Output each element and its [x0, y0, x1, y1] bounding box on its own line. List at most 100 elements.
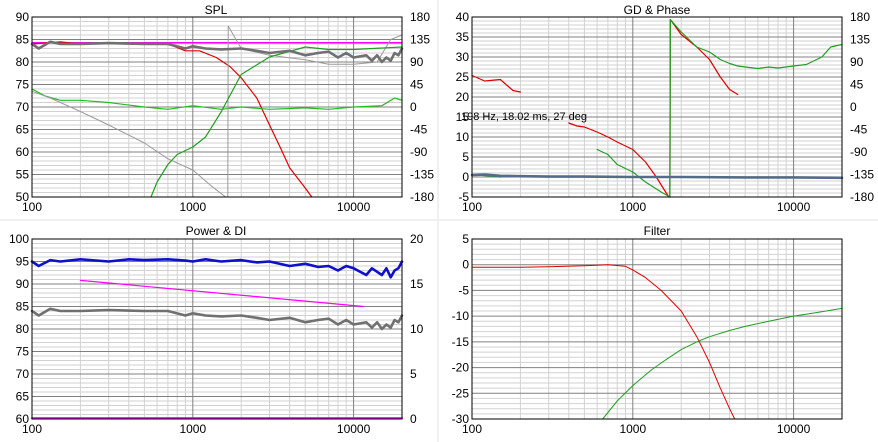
x-tick-label: 100	[462, 200, 482, 214]
y2-tick-label: -180	[410, 190, 434, 204]
y-tick-label: -15	[452, 335, 470, 349]
gridlines	[471, 238, 843, 420]
series-group	[30, 25, 404, 198]
cursor-readout: 198 Hz, 18.02 ms, 27 deg	[461, 111, 587, 123]
series-group	[30, 257, 404, 420]
chart-panel-1: 100 1000 10000 50 55 60 65 70 75 80 85 90 -180 -135 -9…	[0, 0, 437, 219]
y2-tick-label: 15	[410, 277, 424, 291]
series-line-2	[669, 18, 843, 198]
y-tick-label: -10	[452, 309, 470, 323]
chart-title: SPL	[205, 3, 228, 17]
y-tick-label: -20	[452, 361, 470, 375]
y2-tick-label: -90	[850, 145, 868, 159]
series-line-1	[79, 279, 364, 308]
chart-panel-3: 100 1000 10000606570758085909510005101520P…	[0, 221, 437, 442]
y-tick-label: 95	[16, 255, 30, 269]
x-tick-label: 100	[22, 200, 42, 214]
y-tick-label: -5	[458, 283, 469, 297]
y2-tick-label: 180	[410, 10, 430, 24]
plot-area	[471, 16, 843, 198]
y2-tick-label: 180	[850, 10, 870, 24]
y-tick-label: 55	[16, 168, 30, 182]
series-line-2	[596, 148, 671, 198]
y2-tick-label: -45	[410, 123, 428, 137]
y2-tick-label: -45	[850, 123, 868, 137]
y2-tick-label: 0	[410, 100, 417, 114]
y-tick-label: 50	[16, 190, 30, 204]
y2-tick-label: 10	[410, 322, 424, 336]
y-tick-label: 65	[16, 390, 30, 404]
y2-tick-label: 45	[410, 78, 424, 92]
x-tick-label: 1000	[179, 422, 206, 436]
series-line-7	[30, 40, 404, 64]
x-tick-label: 1000	[619, 422, 646, 436]
chart-title: Filter	[644, 224, 671, 238]
y-tick-label: 70	[16, 367, 30, 381]
series-line-5	[227, 25, 403, 198]
y2-tick-label: 135	[850, 33, 870, 47]
series-line-4	[30, 307, 404, 331]
plot-frame	[31, 238, 403, 420]
series-line-4	[31, 90, 227, 198]
y-tick-label: 75	[16, 78, 30, 92]
y2-tick-label: 135	[410, 33, 430, 47]
y-tick-label: 10	[456, 130, 470, 144]
y-tick-label: 0	[462, 170, 469, 184]
plot-frame	[471, 238, 843, 420]
y2-tick-label: -90	[410, 145, 428, 159]
x-tick-label: 100	[462, 422, 482, 436]
series-line-3	[31, 88, 403, 110]
plot-frame	[31, 16, 403, 198]
y-tick-label: 20	[456, 90, 470, 104]
y2-tick-label: 20	[410, 232, 424, 246]
y2-tick-label: 0	[850, 100, 857, 114]
y-tick-label: 85	[16, 300, 30, 314]
y2-tick-label: 45	[850, 78, 864, 92]
y-tick-label: -5	[458, 190, 469, 204]
y-tick-label: 15	[456, 110, 470, 124]
y-tick-label: 80	[16, 322, 30, 336]
y-tick-label: 5	[462, 150, 469, 164]
series-line-1	[471, 264, 736, 420]
y-tick-label: -30	[452, 412, 470, 426]
chart-panel-4: 100 1000 10000 -30 -25 -20 -15 -10 -5 0 5 Filter	[439, 221, 878, 442]
x-tick-label: 10000	[777, 200, 811, 214]
y-tick-label: 60	[16, 145, 30, 159]
y-tick-label: 5	[462, 232, 469, 246]
x-tick-label: 10000	[337, 422, 371, 436]
y-tick-label: 75	[16, 345, 30, 359]
chart-title: GD & Phase	[624, 3, 691, 17]
x-tick-label: 1000	[619, 200, 646, 214]
y-tick-label: 85	[16, 33, 30, 47]
x-tick-label: 10000	[337, 200, 371, 214]
series-line-1	[568, 122, 670, 198]
series-line-2	[602, 307, 843, 420]
chart-panel-2: 100 1000 10000 -5 0 5 10 15 20 25 30 35 40 -180 -135 -9…	[439, 0, 878, 219]
y-tick-label: 0	[462, 258, 469, 272]
y-tick-label: 25	[456, 70, 470, 84]
y2-tick-label: -180	[850, 190, 874, 204]
y2-tick-label: 0	[410, 412, 417, 426]
y-tick-label: 35	[456, 30, 470, 44]
y-tick-label: 80	[16, 55, 30, 69]
y-tick-label: 30	[456, 50, 470, 64]
y2-tick-label: 90	[850, 55, 864, 69]
x-tick-label: 10000	[777, 422, 811, 436]
chart-title: Power & DI	[186, 224, 247, 238]
y-tick-label: 70	[16, 100, 30, 114]
y-tick-label: 90	[16, 10, 30, 24]
series-line-1	[471, 74, 522, 93]
y2-tick-label: -135	[850, 168, 874, 182]
y-tick-label: -25	[452, 386, 470, 400]
x-tick-label: 1000	[179, 200, 206, 214]
y-tick-label: 90	[16, 277, 30, 291]
y2-tick-label: 90	[410, 55, 424, 69]
y-tick-label: 60	[16, 412, 30, 426]
series-group	[470, 18, 844, 198]
y-tick-label: 40	[456, 10, 470, 24]
y-tick-label: 100	[9, 232, 29, 246]
y2-tick-label: -135	[410, 168, 434, 182]
x-tick-label: 100	[22, 422, 42, 436]
series-line-6	[150, 46, 403, 198]
